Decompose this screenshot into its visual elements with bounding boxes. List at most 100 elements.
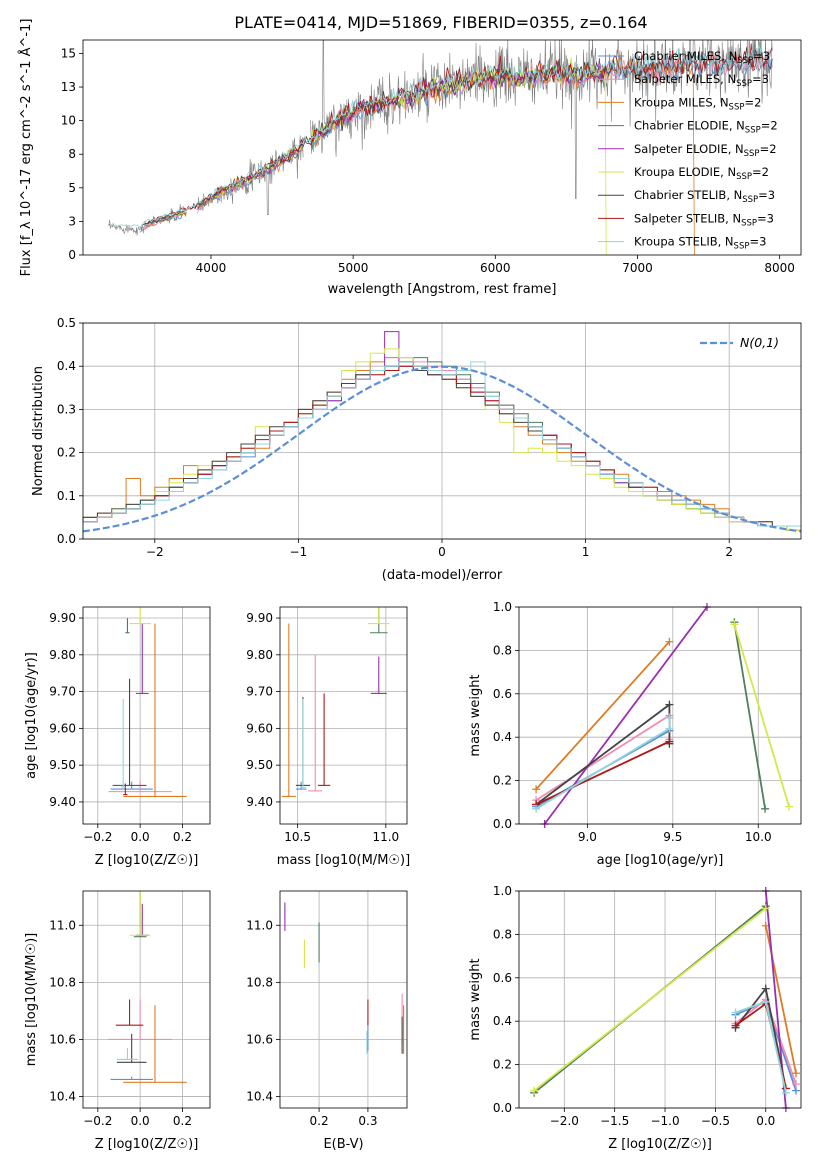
weight-marker [731, 1008, 740, 1017]
x-tick-label: 0.0 [131, 1114, 150, 1128]
x-tick-label: −0.2 [83, 1114, 112, 1128]
weight-marker [665, 713, 674, 722]
x-tick-label: 5000 [338, 261, 369, 275]
weight-line [535, 740, 670, 806]
legend-label: Kroupa ELODIE, NSSP=2 [634, 165, 769, 182]
weight-marker [730, 620, 739, 629]
y-tick-label: 3 [68, 214, 76, 228]
weight-vs-age-panel: 9.0 9.5 10.0 0.0 0.2 0.4 0.6 0.8 1.0 age [log10(a… [468, 600, 802, 868]
y-tick-label: 9.50 [246, 758, 273, 772]
weight-line [733, 624, 790, 807]
age-vs-Z-panel: −0.2 0.0 0.2 9.40 9.50 9.60 9.70 9.80 9.90 Z [log… [24, 606, 211, 868]
y-tick-label: 10.8 [246, 975, 273, 989]
weight-line [533, 907, 767, 1092]
y-tick-label: 0.3 [57, 402, 76, 416]
x-tick-label: −2.0 [550, 1114, 579, 1128]
mass-vs-ebv-panel: 0.2 0.3 10.4 10.6 10.8 11.0 E(B-V) [246, 890, 408, 1152]
errorbar-kroupa-stelib [121, 698, 126, 788]
x-tick-label: 0.2 [173, 830, 192, 844]
y-tick-label: 1.0 [493, 600, 512, 614]
spectrum-legend: Chabrier MILES, NSSP=3 Salpeter MILES, NS… [598, 49, 778, 252]
axes-frame [518, 890, 802, 1109]
x-tick-label: 0.0 [756, 1114, 775, 1128]
y-tick-label: 11.0 [246, 918, 273, 932]
x-tick-label: −1.5 [600, 1114, 629, 1128]
x-tick-label: 9.0 [578, 830, 597, 844]
legend-label: Kroupa MILES, NSSP=2 [634, 95, 761, 112]
weight-series-kroupa-elodie [530, 904, 770, 1095]
weight-series-chabrier-elodie [730, 618, 770, 813]
weight-marker [761, 904, 770, 913]
weight-marker [530, 1086, 539, 1095]
y-tick-label: 9.80 [246, 648, 273, 662]
x-tick-label: −2 [146, 545, 164, 559]
weight-marker [665, 724, 674, 733]
y-tick-label: 9.80 [49, 648, 76, 662]
errorbar-kroupa-miles [123, 623, 187, 797]
y-tick-label: 0.8 [493, 927, 512, 941]
weight-marker [532, 804, 541, 813]
x-tick-label: 6000 [480, 261, 511, 275]
y-tick-label: 9.70 [49, 685, 76, 699]
x-tick-label: −1 [290, 545, 308, 559]
y-tick-label: 0.8 [493, 643, 512, 657]
errorbar-kroupa-stelib [300, 698, 306, 788]
errorbar-salpeter-miles [108, 999, 172, 1041]
y-tick-label: 0.2 [493, 1058, 512, 1072]
weight-line [733, 622, 766, 809]
weight-marker [731, 1021, 740, 1030]
x-tick-label: 8000 [764, 261, 795, 275]
y-tick-label: 9.70 [246, 685, 273, 699]
y-tick-label: 0.0 [493, 1101, 512, 1115]
weight-marker [532, 785, 541, 794]
x-tick-label: 0.2 [310, 1114, 329, 1128]
x-tick-label: 0 [438, 545, 446, 559]
gaussian-curve [82, 365, 802, 533]
y-tick-label: 0.4 [57, 359, 76, 373]
x-axis-label: E(B-V) [323, 1137, 363, 1152]
errorbar-salpeter-elodie [135, 623, 149, 694]
y-tick-label: 10.4 [246, 1090, 273, 1104]
y-tick-label: 0.0 [57, 532, 76, 546]
weight-series-salpeter-miles [532, 711, 674, 805]
y-tick-label: 0.6 [493, 971, 512, 985]
weight-series-kroupa-miles [532, 637, 674, 794]
y-axis-label: mass weight [468, 674, 483, 756]
y-tick-label: 0.1 [57, 489, 76, 503]
y-tick-label: 15 [61, 46, 76, 60]
weight-marker [761, 997, 770, 1006]
legend-label: N(0,1) [740, 335, 779, 350]
weight-line [535, 717, 671, 808]
x-tick-label: 1 [582, 545, 590, 559]
x-axis-label: Z [log10(Z/Z☉)] [95, 853, 199, 868]
y-tick-label: 10.8 [49, 975, 76, 989]
y-tick-label: 9.90 [49, 611, 76, 625]
legend-label: Salpeter MILES, NSSP=3 [634, 72, 769, 89]
x-axis-label: Z [log10(Z/Z☉)] [608, 1137, 712, 1152]
errorbar-salpeter-miles [308, 654, 323, 792]
errorbar-salpeter-stelib [115, 999, 144, 1026]
weight-series-kroupa-stelib [731, 997, 790, 1097]
errorbar-chabrier-stelib [112, 678, 147, 786]
x-tick-label: 4000 [196, 261, 227, 275]
weight-marker [791, 1069, 800, 1078]
model-spectrum-salpeter-stelib [145, 43, 773, 225]
errorbar-chabrier-stelib [116, 1033, 147, 1063]
legend-label: Chabrier MILES, NSSP=3 [634, 49, 770, 66]
x-tick-label: −0.2 [83, 830, 112, 844]
y-tick-label: 0.5 [57, 316, 76, 330]
errorbar-kroupa-elodie [129, 891, 151, 936]
errorbar-chabrier-miles [110, 1076, 153, 1080]
errorbar-kroupa-elodie [368, 607, 390, 625]
legend-label: Chabrier STELIB, NSSP=3 [634, 188, 775, 205]
weight-marker [665, 737, 674, 746]
x-tick-label: 10.5 [284, 830, 311, 844]
y-tick-label: 0.6 [493, 687, 512, 701]
spectrum-panel: 4000 5000 6000 7000 8000 0 3 5 8 10 13 15 Chabrier M… [18, 19, 802, 297]
y-tick-label: 8 [68, 147, 76, 161]
errorbar-salpeter-elodie [370, 656, 387, 694]
legend-label: Salpeter STELIB, NSSP=3 [634, 211, 774, 228]
y-tick-label: 9.40 [49, 795, 76, 809]
